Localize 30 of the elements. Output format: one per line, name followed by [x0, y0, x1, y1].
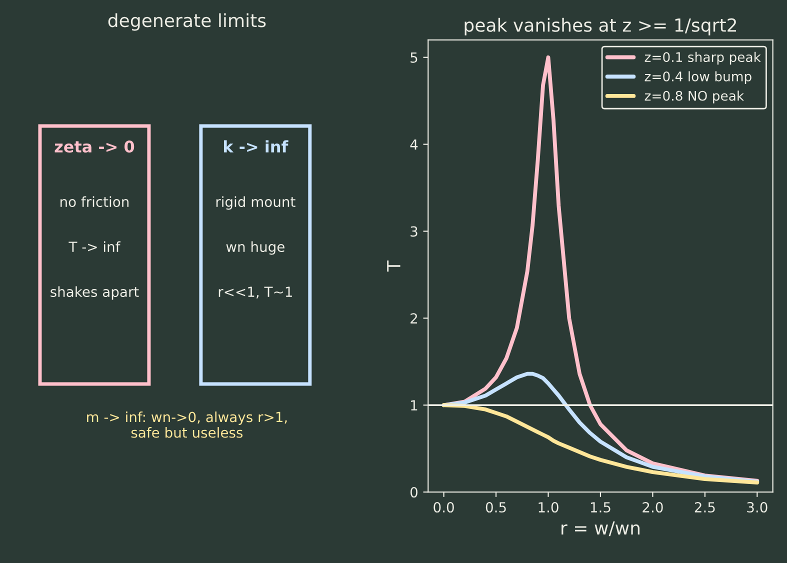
text: no friction	[60, 196, 128, 208]
y-tick-label: 3	[410, 226, 418, 237]
x-tick-label: 2.5	[694, 502, 715, 513]
x-axis-title: r = w/wn	[562, 521, 640, 536]
x-tick-label: 3.0	[747, 502, 768, 513]
y-tick-label: 4	[410, 139, 418, 150]
text: m -> inf: wn->0, always r>1, safe but useless	[87, 412, 287, 438]
chart-title: peak vanishes at z >= 1/sqrt2	[464, 18, 736, 36]
x-tick-label: 2.0	[642, 502, 663, 513]
text: T -> inf	[68, 241, 120, 252]
y-tick-label: 1	[411, 400, 418, 410]
x-tick-label: 1.0	[538, 502, 558, 513]
text: wn huge	[226, 241, 284, 255]
text: shakes apart	[50, 286, 139, 300]
y-tick-label: 0	[410, 487, 418, 498]
text: k -> inf	[224, 140, 288, 152]
text: degenerate limits	[108, 13, 266, 31]
text: r<<1, T~1	[218, 286, 292, 298]
x-tick-label: 0.0	[434, 502, 454, 513]
text: rigid mount	[216, 196, 296, 210]
legend-label: z=0.1 sharp peak	[644, 52, 761, 65]
y-tick-label: 2	[410, 313, 418, 324]
legend-label: z=0.8 NO peak	[644, 90, 744, 104]
text: zeta -> 0	[54, 140, 134, 153]
y-axis-title: T	[387, 260, 400, 272]
y-tick-label: 5	[410, 52, 418, 63]
legend-label: z=0.4 low bump	[644, 71, 752, 84]
x-tick-label: 1.5	[590, 502, 610, 513]
line-series	[442, 403, 760, 484]
x-tick-label: 0.5	[486, 502, 506, 513]
